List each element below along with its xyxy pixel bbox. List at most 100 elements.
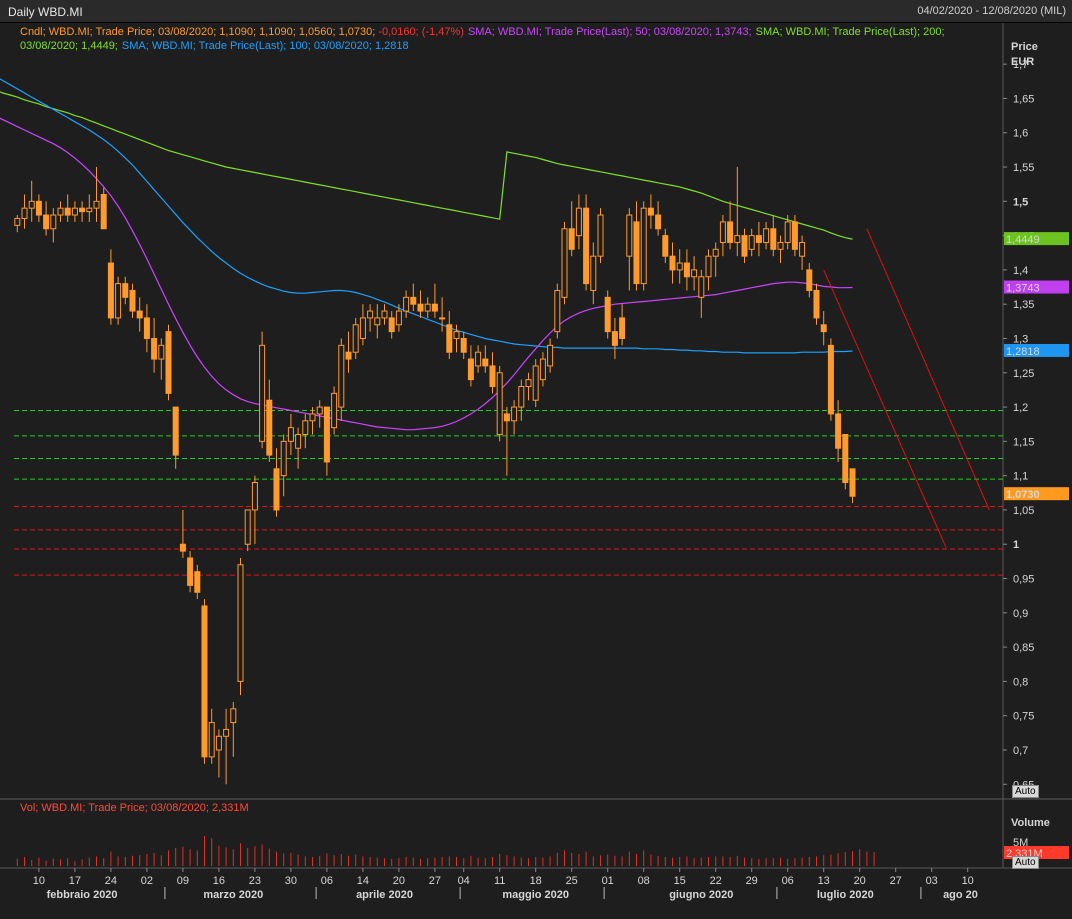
candle-body-28 xyxy=(215,735,222,751)
legend-candle: Cndl; WBD.MI; Trade Price; 03/08/2020; 1… xyxy=(20,26,378,38)
date-tick-label-25: 03 xyxy=(926,875,938,887)
candle-body-60 xyxy=(446,324,453,353)
candle-body-112 xyxy=(820,324,827,333)
price-tick-label-16: 0,9 xyxy=(1013,608,1028,620)
legend-volume: Vol; WBD.MI; Trade Price; 03/08/2020; 2,… xyxy=(20,802,249,814)
candle-body-104 xyxy=(763,228,770,243)
price-tick-label-13: 1,05 xyxy=(1013,505,1034,517)
candle-body-95 xyxy=(698,276,705,298)
date-tick-label-1: 17 xyxy=(69,875,81,887)
trendline-1 xyxy=(866,228,990,511)
date-tick-label-15: 25 xyxy=(566,875,578,887)
date-tick-label-8: 06 xyxy=(321,875,333,887)
legend-line-2: 03/08/2020; 1,4449; SMA; WBD.MI; Trade Pr… xyxy=(20,40,409,52)
candle-body-105 xyxy=(770,228,777,250)
date-tick-label-18: 15 xyxy=(674,875,686,887)
volume-axis-tick-5m: 5M xyxy=(1013,837,1028,849)
moving-averages xyxy=(0,78,853,431)
price-tick-label-1: 1,65 xyxy=(1013,93,1034,105)
candle-body-103 xyxy=(755,235,762,243)
candle-body-12 xyxy=(100,193,107,230)
candle-body-99 xyxy=(727,221,734,243)
date-tick-label-26: 10 xyxy=(962,875,974,887)
price-axis-unit: EUR xyxy=(1011,56,1034,68)
candle-body-116 xyxy=(849,468,856,497)
candle-body-96 xyxy=(705,255,712,278)
date-tick-label-23: 20 xyxy=(854,875,866,887)
candle-body-1 xyxy=(21,207,28,219)
candle-body-72 xyxy=(532,365,539,401)
price-badge-label-1: 1,3743 xyxy=(1006,283,1040,295)
price-badge-label-3: 1,0730 xyxy=(1006,489,1040,501)
candle-body-41 xyxy=(309,413,316,422)
date-tick-label-19: 22 xyxy=(710,875,722,887)
price-tick-label-11: 1,15 xyxy=(1013,436,1034,448)
candle-body-43 xyxy=(323,406,330,463)
price-tick-label-4: 1,5 xyxy=(1013,196,1028,208)
candle-body-98 xyxy=(719,221,726,243)
candle-body-111 xyxy=(813,289,820,319)
candle-body-31 xyxy=(237,564,244,682)
chart-title: Daily WBD.MI xyxy=(8,5,83,19)
candle-body-91 xyxy=(669,255,676,271)
candle-body-48 xyxy=(359,317,366,339)
candle-body-34 xyxy=(259,344,266,442)
date-tick-label-0: 10 xyxy=(33,875,45,887)
candle-body-74 xyxy=(547,344,554,367)
candle-body-51 xyxy=(381,310,388,319)
candle-body-5 xyxy=(50,214,57,230)
price-badge-label-2: 1,2818 xyxy=(1006,346,1040,358)
volume-axis-title: Volume xyxy=(1011,817,1050,829)
price-tick-label-2: 1,6 xyxy=(1013,128,1028,140)
candle-body-69 xyxy=(511,406,518,422)
trendlines xyxy=(823,228,990,548)
date-tick-label-11: 27 xyxy=(429,875,441,887)
price-autoscale-button[interactable]: Auto xyxy=(1012,785,1039,798)
candle-body-82 xyxy=(604,296,611,333)
price-badge-label-0: 1,4449 xyxy=(1006,234,1040,246)
candle-body-50 xyxy=(374,317,381,326)
candle-body-100 xyxy=(734,235,741,243)
candle-body-10 xyxy=(86,207,93,213)
candle-body-108 xyxy=(791,221,798,250)
volume-autoscale-button[interactable]: Auto xyxy=(1012,856,1039,869)
candle-body-11 xyxy=(93,200,100,209)
price-badge-2 xyxy=(1004,343,1069,357)
candle-body-58 xyxy=(431,303,438,312)
candle-body-45 xyxy=(338,344,345,408)
candle-body-67 xyxy=(496,372,503,436)
candle-body-6 xyxy=(57,207,64,216)
candle-body-62 xyxy=(460,337,467,353)
candle-body-81 xyxy=(597,214,604,257)
candle-body-101 xyxy=(741,235,748,257)
price-badge-3 xyxy=(1004,487,1069,501)
candle-body-42 xyxy=(316,406,323,415)
candle-body-76 xyxy=(561,228,568,298)
candle-body-35 xyxy=(266,399,273,456)
month-label-3: maggio 2020 xyxy=(502,889,569,901)
sma200-line xyxy=(0,91,853,240)
date-range: 04/02/2020 - 12/08/2020 (MIL) xyxy=(917,5,1066,17)
candle-body-106 xyxy=(777,241,784,250)
candle-body-56 xyxy=(417,303,424,312)
legend-sma200: SMA; WBD.MI; Trade Price(Last); 200; xyxy=(756,26,945,38)
price-tick-label-6: 1,4 xyxy=(1013,265,1028,277)
candle-body-53 xyxy=(395,310,402,326)
candle-body-21 xyxy=(165,331,172,394)
candle-body-16 xyxy=(129,289,136,312)
candle-body-30 xyxy=(230,708,237,724)
candle-body-23 xyxy=(179,543,186,552)
date-tick-label-4: 09 xyxy=(177,875,189,887)
candle-body-26 xyxy=(201,605,208,758)
date-tick-label-16: 01 xyxy=(602,875,614,887)
volume-series xyxy=(16,836,875,866)
price-tick-label-20: 0,7 xyxy=(1013,745,1028,757)
legend-sma100: SMA; WBD.MI; Trade Price(Last); 100; 03/… xyxy=(122,40,409,52)
price-tick-label-12: 1,1 xyxy=(1013,471,1028,483)
candle-body-90 xyxy=(662,235,669,257)
candle-body-7 xyxy=(64,207,71,216)
price-axis-ticks: 1,71,651,61,551,51,451,41,351,31,251,21,… xyxy=(1003,59,1069,860)
candle-body-49 xyxy=(367,310,374,319)
candle-body-75 xyxy=(554,289,561,333)
candle-body-66 xyxy=(489,365,496,387)
